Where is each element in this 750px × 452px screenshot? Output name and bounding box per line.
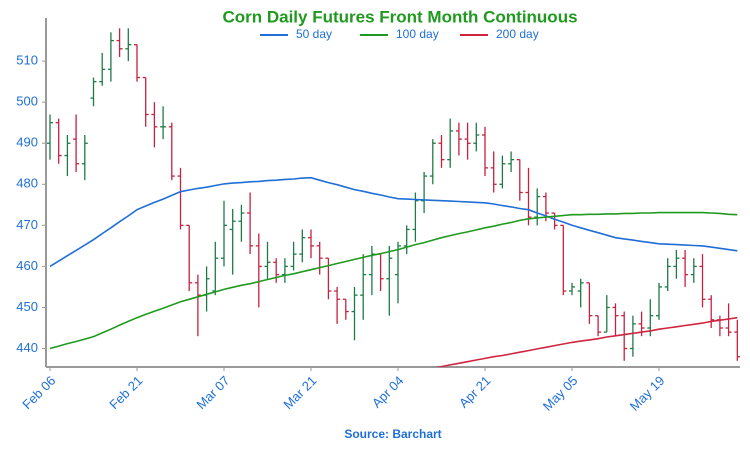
y-tick-label: 470 xyxy=(16,217,38,232)
y-tick-label: 510 xyxy=(16,53,38,68)
y-tick-label: 480 xyxy=(16,176,38,191)
moving-average-line xyxy=(49,176,738,268)
x-tick-label: Feb 06 xyxy=(19,373,58,412)
moving-average-line xyxy=(434,316,738,367)
x-tick-label: Apr 21 xyxy=(456,373,494,411)
chart-title: Corn Daily Futures Front Month Continuou… xyxy=(222,7,577,26)
x-tick-label: Mar 07 xyxy=(193,373,232,412)
y-tick-label: 490 xyxy=(16,135,38,150)
x-tick-label: Feb 21 xyxy=(106,373,145,412)
y-tick-label: 500 xyxy=(16,94,38,109)
x-tick-label: Mar 21 xyxy=(280,373,319,412)
y-tick-label: 440 xyxy=(16,340,38,355)
x-tick-label: Apr 04 xyxy=(369,373,407,411)
moving-average-line xyxy=(49,211,738,350)
source: Source: Barchart xyxy=(344,427,441,441)
x-tick-label: May 05 xyxy=(540,373,581,414)
y-tick-label: 460 xyxy=(16,258,38,273)
legend-label: 50 day xyxy=(296,27,332,41)
legend-label: 100 day xyxy=(396,27,439,41)
y-tick-label: 450 xyxy=(16,299,38,314)
x-tick-label: May 19 xyxy=(627,373,668,414)
plot-area xyxy=(47,28,740,367)
legend-label: 200 day xyxy=(496,27,539,41)
